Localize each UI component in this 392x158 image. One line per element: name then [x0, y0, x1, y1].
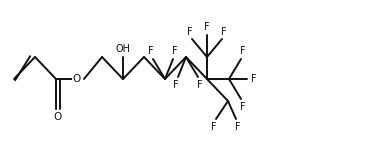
- Text: F: F: [211, 122, 217, 132]
- Text: O: O: [73, 74, 81, 84]
- Text: F: F: [173, 80, 179, 90]
- Text: F: F: [172, 46, 178, 56]
- Text: O: O: [54, 112, 62, 122]
- Text: F: F: [204, 22, 210, 32]
- Text: F: F: [235, 122, 241, 132]
- Text: F: F: [221, 27, 227, 37]
- Text: F: F: [148, 46, 154, 56]
- Text: F: F: [240, 46, 246, 56]
- Text: F: F: [187, 27, 193, 37]
- Text: F: F: [197, 80, 203, 90]
- Text: F: F: [251, 74, 257, 84]
- Text: F: F: [240, 102, 246, 112]
- Text: OH: OH: [116, 44, 131, 54]
